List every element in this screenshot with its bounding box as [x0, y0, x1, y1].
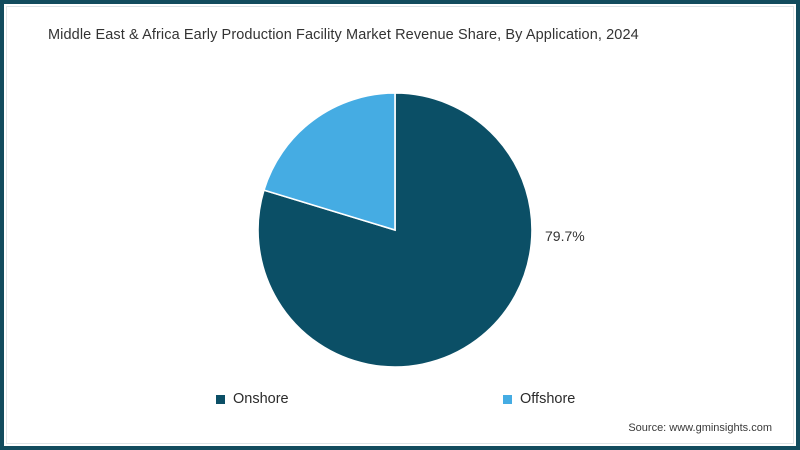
pie-svg — [257, 92, 533, 368]
legend-item-onshore[interactable]: Onshore — [216, 389, 289, 409]
source-attribution: Source: www.gminsights.com — [628, 422, 772, 434]
legend-label-onshore: Onshore — [233, 391, 289, 407]
legend-swatch-onshore — [216, 394, 225, 404]
chart-title: Middle East & Africa Early Production Fa… — [48, 27, 639, 43]
pie-value-label-onshore: 79.7% — [545, 228, 585, 244]
legend-item-offshore[interactable]: Offshore — [503, 389, 575, 409]
pie-chart — [251, 86, 539, 374]
chart-legend: Onshore Offshore — [216, 389, 596, 409]
pie-slice-onshore[interactable] — [257, 92, 533, 368]
legend-label-offshore: Offshore — [520, 391, 576, 407]
legend-swatch-offshore — [503, 394, 512, 404]
pie-slice-offshore[interactable] — [262, 92, 396, 232]
